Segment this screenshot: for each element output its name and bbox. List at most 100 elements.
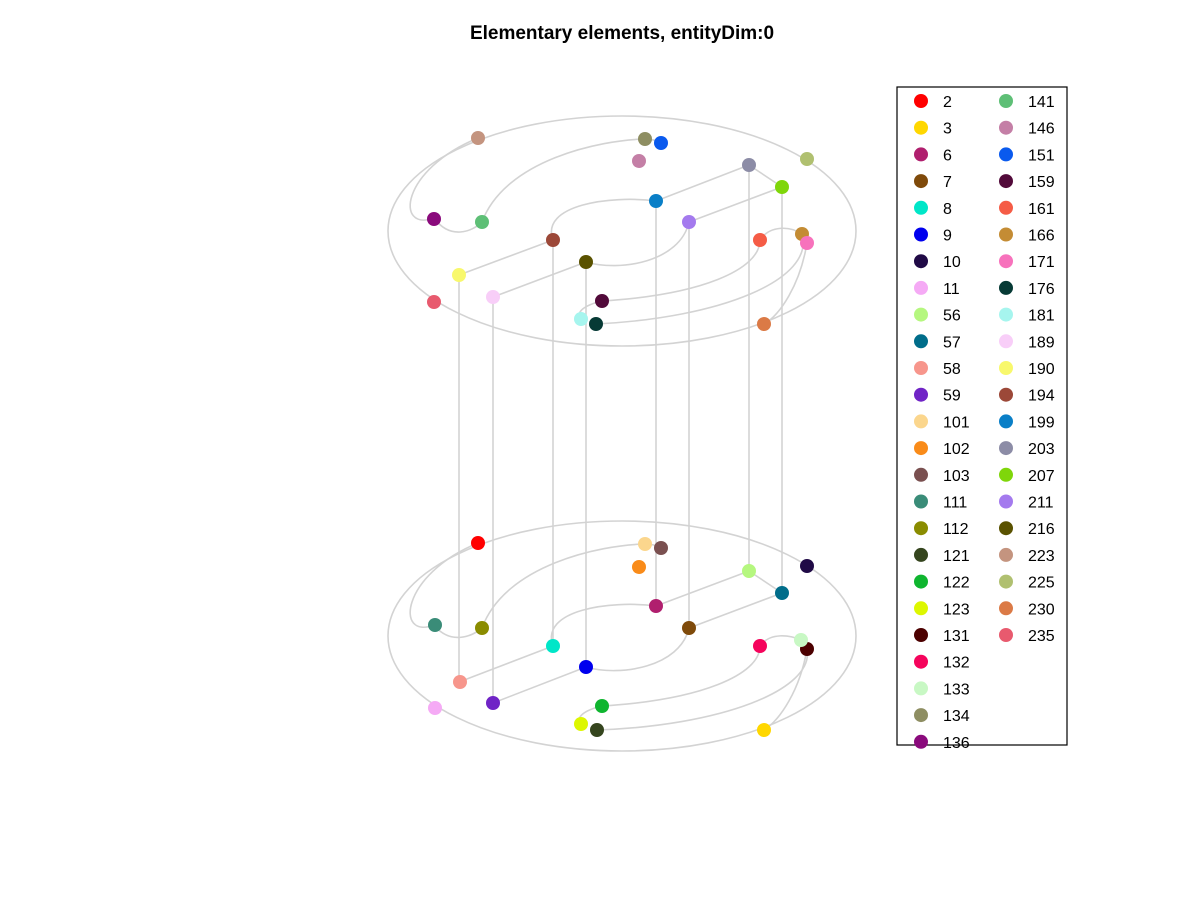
legend-marker-121 — [914, 547, 928, 562]
legend-label-199: 199 — [1028, 414, 1055, 431]
legend-marker-3 — [914, 120, 928, 135]
legend-marker-136 — [914, 734, 928, 749]
legend-label-136: 136 — [943, 735, 970, 752]
legend-label-181: 181 — [1028, 308, 1055, 325]
legend-label-103: 103 — [943, 468, 970, 485]
legend-marker-101 — [914, 414, 928, 429]
legend-label-56: 56 — [943, 308, 961, 325]
point-194 — [546, 233, 560, 247]
point-189 — [486, 290, 500, 304]
legend-marker-216 — [999, 521, 1013, 536]
point-203 — [742, 158, 756, 172]
point-134 — [638, 132, 652, 146]
point-112 — [475, 621, 489, 635]
legend-marker-7 — [914, 174, 928, 189]
bottom-edge-2 — [492, 666, 587, 704]
legend-marker-133 — [914, 681, 928, 696]
legend-marker-203 — [999, 441, 1013, 456]
top-spiral-arc-left — [409, 137, 483, 233]
legend-label-59: 59 — [943, 388, 961, 405]
point-103 — [654, 541, 668, 555]
point-207 — [775, 180, 789, 194]
legend-marker-58 — [914, 361, 928, 375]
top-disc-outline — [387, 115, 857, 347]
legend-label-11: 11 — [943, 281, 960, 298]
legend-label-159: 159 — [1028, 174, 1055, 191]
point-2 — [471, 536, 485, 550]
legend-label-141: 141 — [1028, 94, 1055, 111]
chart-title: Elementary elements, entityDim:0 — [470, 23, 774, 44]
legend-marker-166 — [999, 227, 1013, 242]
legend-marker-57 — [914, 334, 928, 349]
legend-label-207: 207 — [1028, 468, 1055, 485]
legend-marker-161 — [999, 200, 1013, 215]
legend-label-57: 57 — [943, 334, 961, 351]
legend-label-176: 176 — [1028, 281, 1055, 298]
legend-marker-122 — [914, 574, 928, 589]
legend-marker-103 — [914, 467, 928, 482]
bottom-edge-4 — [688, 592, 783, 629]
legend-marker-235 — [999, 628, 1013, 642]
legend-label-123: 123 — [943, 601, 970, 618]
top-edge-2 — [492, 261, 587, 298]
legend-label-134: 134 — [943, 708, 970, 725]
wireframe-geometry — [387, 115, 857, 752]
legend-label-211: 211 — [1028, 495, 1054, 512]
legend-label-235: 235 — [1028, 628, 1055, 645]
point-3 — [757, 723, 771, 737]
point-161 — [753, 233, 767, 247]
legend-marker-189 — [999, 334, 1013, 349]
point-102 — [632, 560, 646, 574]
point-181 — [574, 312, 588, 326]
point-235 — [427, 295, 441, 309]
point-56 — [742, 564, 756, 578]
legend-marker-112 — [914, 521, 928, 536]
legend-label-102: 102 — [943, 441, 970, 458]
legend-marker-11 — [914, 280, 928, 295]
point-57 — [775, 586, 789, 600]
legend-label-194: 194 — [1028, 388, 1055, 405]
point-136 — [427, 212, 441, 226]
point-216 — [579, 255, 593, 269]
legend-label-161: 161 — [1028, 201, 1055, 218]
point-9 — [579, 660, 593, 674]
legend-label-6: 6 — [943, 147, 952, 164]
legend-label-216: 216 — [1028, 521, 1055, 538]
legend-marker-131 — [914, 628, 928, 642]
top-edge-3 — [655, 164, 750, 202]
legend-marker-207 — [999, 467, 1013, 482]
point-159 — [595, 294, 609, 308]
point-123 — [574, 717, 588, 731]
legend-label-132: 132 — [943, 655, 970, 672]
legend-label-9: 9 — [943, 228, 952, 245]
legend: 2 3 6 7 8 9 10 11 56 57 58 59 101 102 103 111 112 121 122 1… — [914, 94, 1055, 752]
point-8 — [546, 639, 560, 653]
point-6 — [649, 599, 663, 613]
legend-label-189: 189 — [1028, 334, 1055, 351]
point-111 — [428, 618, 442, 632]
top-spiral-arc-mid — [585, 221, 690, 267]
entity-points — [427, 131, 814, 737]
legend-label-122: 122 — [943, 575, 970, 592]
top-spiral-arc-inner — [550, 198, 657, 241]
point-10 — [800, 559, 814, 573]
bottom-spiral-arc-right-outer — [595, 648, 809, 731]
legend-marker-230 — [999, 601, 1013, 616]
legend-label-190: 190 — [1028, 361, 1055, 378]
legend-label-10: 10 — [943, 254, 961, 271]
point-151 — [654, 136, 668, 150]
legend-marker-176 — [999, 280, 1013, 295]
legend-marker-111 — [914, 494, 928, 509]
point-176 — [589, 317, 603, 331]
legend-marker-190 — [999, 361, 1013, 375]
point-132 — [753, 639, 767, 653]
legend-label-223: 223 — [1028, 548, 1055, 565]
legend-marker-171 — [999, 254, 1013, 269]
legend-label-230: 230 — [1028, 601, 1055, 618]
bottom-spiral-arc-mid — [585, 627, 690, 672]
legend-label-2: 2 — [943, 94, 952, 111]
legend-marker-102 — [914, 441, 928, 456]
point-101 — [638, 537, 652, 551]
legend-marker-2 — [914, 94, 928, 108]
bottom-spiral-arc-upper — [481, 543, 662, 629]
